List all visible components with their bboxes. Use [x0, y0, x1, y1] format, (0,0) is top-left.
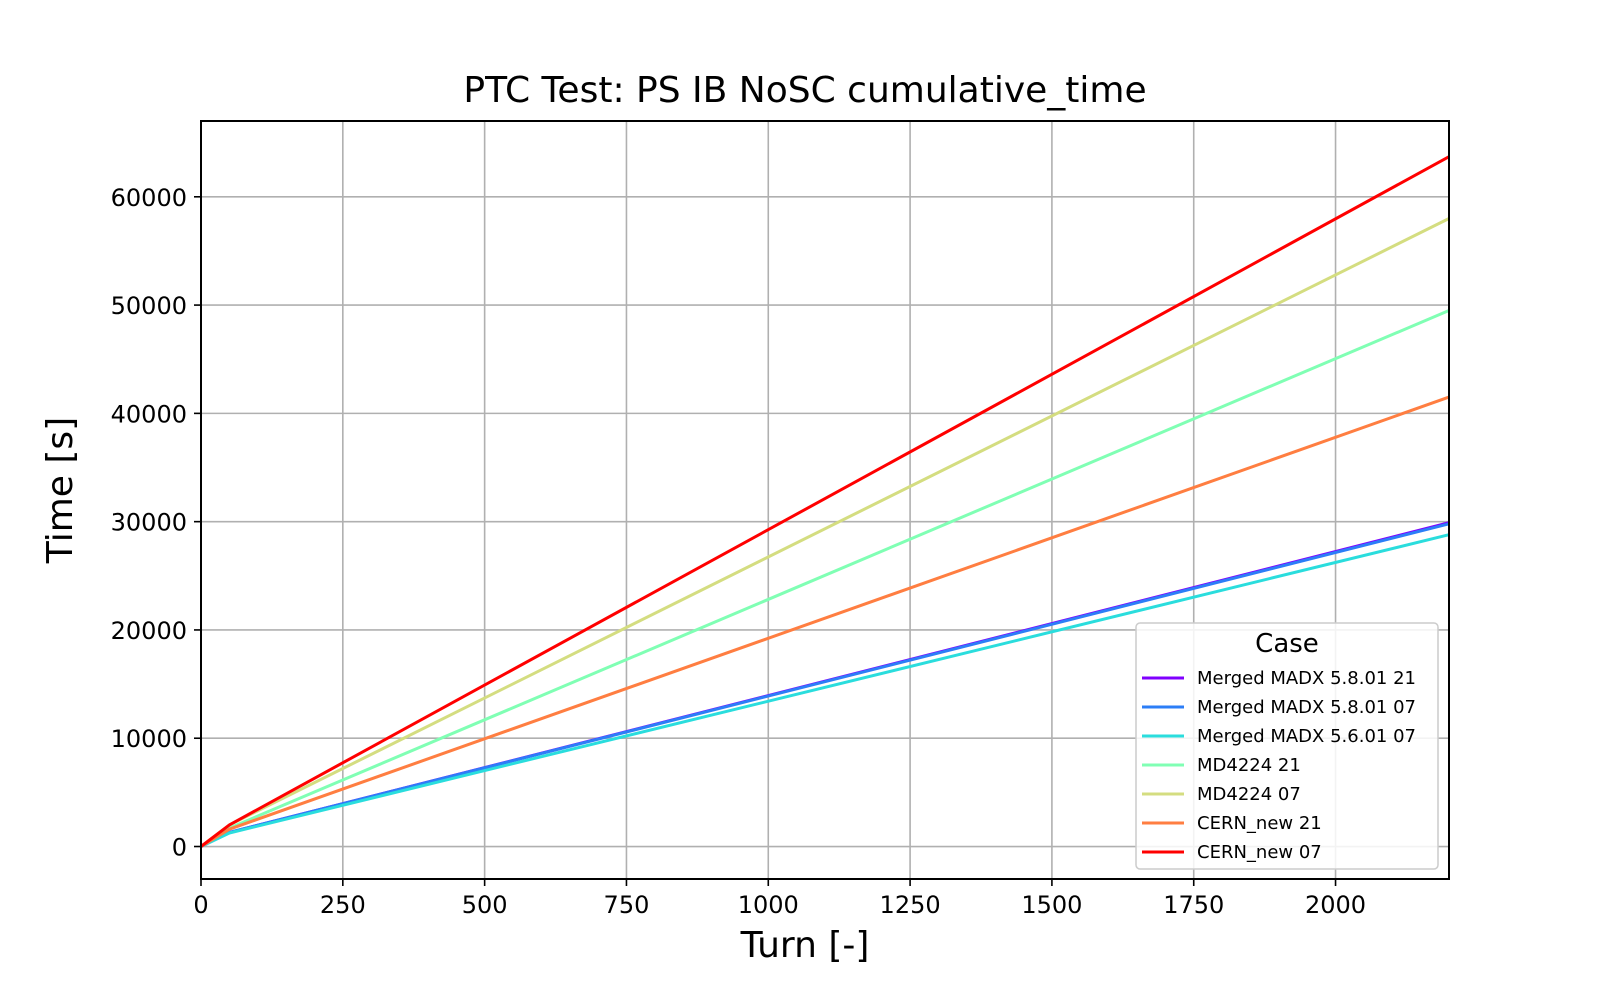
- x-tick-label: 1250: [880, 891, 941, 919]
- series-lines: [200, 155, 1450, 848]
- legend-entries: Merged MADX 5.8.01 21 Merged MADX 5.8.01 …: [1142, 668, 1416, 863]
- x-tick-label: 1000: [738, 891, 799, 919]
- x-tick-label: 500: [462, 891, 508, 919]
- axis-ticks: 0 250 500 750 1000 1250 1500 1750 20000100002000…: [111, 184, 1366, 919]
- x-tick-label: 2000: [1305, 891, 1366, 919]
- x-tick-label: 250: [320, 891, 366, 919]
- x-axis-title: Turn [-]: [740, 925, 870, 966]
- y-tick-label: 10000: [111, 725, 187, 753]
- y-tick-label: 30000: [111, 509, 187, 537]
- chart-title: PTC Test: PS IB NoSC cumulative_time: [463, 70, 1146, 111]
- x-tick-label: 1500: [1021, 891, 1082, 919]
- y-tick-label: 60000: [111, 184, 187, 212]
- legend-label-5: CERN_new 21: [1197, 813, 1322, 834]
- legend-label-6: CERN_new 07: [1197, 842, 1322, 863]
- series-line-6: [200, 155, 1450, 848]
- y-tick-label: 0: [172, 834, 187, 862]
- y-tick-label: 50000: [111, 292, 187, 320]
- legend-box: [1135, 622, 1439, 870]
- x-tick-label: 0: [193, 891, 208, 919]
- legend-label-0: Merged MADX 5.8.01 21: [1197, 668, 1416, 689]
- y-tick-label: 20000: [111, 617, 187, 645]
- legend-label-2: Merged MADX 5.6.01 07: [1197, 726, 1416, 747]
- legend-label-3: MD4224 21: [1197, 755, 1301, 776]
- x-tick-label: 1750: [1163, 891, 1224, 919]
- x-tick-label: 750: [604, 891, 650, 919]
- y-axis-title: Time [s]: [40, 417, 81, 564]
- legend-label-1: Merged MADX 5.8.01 07: [1197, 697, 1416, 718]
- legend-label-4: MD4224 07: [1197, 784, 1301, 805]
- plot-frame: [200, 120, 1450, 880]
- legend-title: Case: [1255, 629, 1319, 659]
- y-tick-label: 40000: [111, 400, 187, 428]
